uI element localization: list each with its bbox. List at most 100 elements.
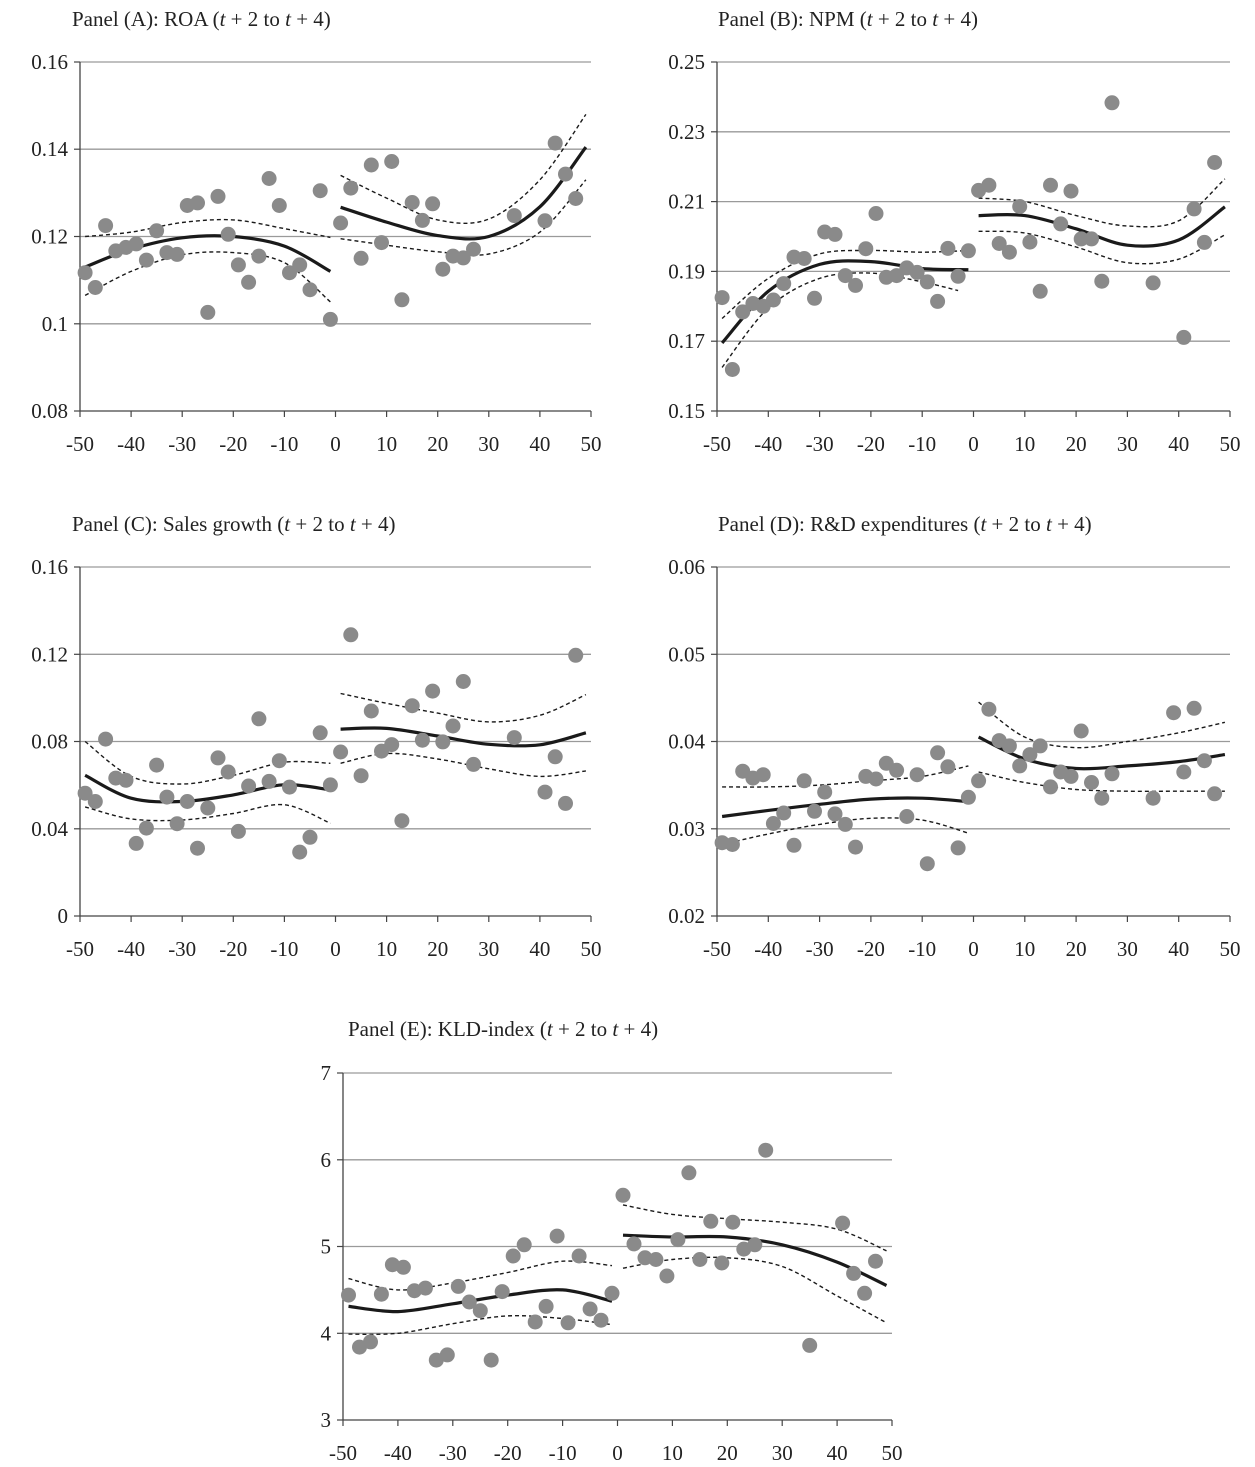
data-point — [220, 226, 236, 242]
data-point — [981, 701, 997, 717]
data-point — [516, 1237, 532, 1253]
x-tick-label: 0 — [612, 1441, 623, 1465]
data-point — [374, 235, 389, 251]
data-point — [1094, 273, 1110, 289]
data-point — [435, 734, 451, 750]
y-tick-label: 6 — [321, 1148, 332, 1172]
data-point — [384, 154, 400, 169]
y-tick-label: 0.12 — [31, 225, 68, 249]
data-point — [659, 1268, 675, 1284]
data-point — [210, 188, 226, 204]
data-point — [159, 789, 175, 805]
x-tick-label: 30 — [772, 1441, 793, 1465]
x-tick-label: -50 — [703, 432, 731, 456]
data-point — [450, 1278, 466, 1294]
data-point — [547, 135, 563, 151]
data-point — [950, 840, 966, 856]
data-point — [322, 777, 338, 793]
x-tick-label: -50 — [66, 432, 94, 456]
panel-title-part: t — [220, 7, 227, 31]
ci-lower-left — [84, 803, 331, 824]
data-point — [817, 784, 833, 800]
x-tick-label: 50 — [882, 1441, 903, 1465]
data-point — [724, 362, 740, 377]
data-point — [472, 1303, 488, 1319]
x-tick-label: -10 — [270, 937, 298, 961]
data-point — [858, 241, 874, 257]
data-point — [1145, 275, 1161, 291]
x-tick-label: 10 — [1014, 432, 1035, 456]
data-point — [1196, 234, 1212, 250]
x-tick-label: 10 — [662, 1441, 683, 1465]
data-point — [363, 157, 379, 173]
panel-title-part: + 4) — [938, 7, 978, 31]
x-tick-label: -30 — [806, 432, 834, 456]
data-point — [1186, 201, 1202, 217]
y-tick-label: 0.04 — [31, 817, 68, 841]
data-point — [1073, 231, 1089, 247]
data-point — [991, 236, 1007, 251]
y-tick-label: 0.08 — [31, 730, 68, 754]
fit-line-right — [978, 205, 1226, 248]
y-tick-label: 0.15 — [668, 399, 705, 423]
data-point — [807, 803, 822, 819]
data-point — [261, 171, 277, 186]
y-tick-label: 0.25 — [668, 50, 705, 74]
data-point — [1032, 738, 1048, 754]
x-tick-label: -20 — [857, 432, 885, 456]
data-point — [251, 711, 267, 727]
data-point — [271, 198, 287, 213]
panel-title-part: Panel (B): NPM ( — [718, 7, 867, 31]
data-point — [735, 304, 751, 320]
data-point — [1073, 723, 1089, 739]
panel-title-part: t — [612, 1017, 619, 1041]
data-point — [724, 837, 740, 852]
x-tick-label: 50 — [1220, 432, 1241, 456]
data-point — [271, 753, 287, 769]
data-point — [899, 809, 915, 824]
x-tick-label: 0 — [968, 937, 979, 961]
panel-title-part: Panel (A): ROA ( — [72, 7, 220, 31]
data-point — [118, 772, 134, 788]
data-point — [837, 268, 853, 284]
data-point — [1032, 283, 1048, 299]
ci-lower-left — [721, 817, 969, 846]
panel-a-roa: Panel (A): ROA (t + 2 to t + 4)0.080.10.… — [31, 7, 601, 456]
ci-upper-right — [622, 1204, 887, 1252]
data-point — [1053, 216, 1069, 232]
data-point — [648, 1252, 664, 1267]
fit-line-right — [977, 735, 1226, 771]
data-point — [190, 840, 205, 856]
panel-title: Panel (E): KLD-index (t + 2 to t + 4) — [348, 1017, 658, 1041]
data-point — [230, 257, 246, 273]
x-tick-label: -30 — [806, 937, 834, 961]
x-tick-label: 10 — [376, 432, 397, 456]
x-tick-label: -50 — [66, 937, 94, 961]
panel-title-part: Panel (E): KLD-index ( — [348, 1017, 547, 1041]
data-point — [200, 800, 216, 816]
ci-lower-right — [978, 230, 1226, 265]
ci-lower-right — [978, 771, 1225, 793]
data-point — [322, 311, 338, 327]
data-point — [835, 1215, 851, 1231]
data-point — [692, 1252, 708, 1267]
data-point — [714, 290, 730, 306]
data-point — [466, 756, 481, 772]
data-point — [1196, 753, 1212, 769]
data-point — [615, 1187, 631, 1203]
data-point — [77, 785, 93, 801]
data-point — [681, 1165, 697, 1181]
x-tick-label: -10 — [270, 432, 298, 456]
ci-upper-left — [721, 249, 969, 320]
panel-title: Panel (C): Sales growth (t + 2 to t + 4) — [72, 512, 396, 536]
data-point — [445, 718, 461, 734]
x-tick-label: -50 — [703, 937, 731, 961]
x-tick-label: -20 — [219, 432, 247, 456]
y-tick-label: 0.06 — [668, 555, 705, 579]
data-point — [230, 823, 246, 839]
data-point — [971, 773, 987, 789]
panel-title-part: + 2 to — [290, 512, 350, 536]
data-point — [1104, 766, 1120, 782]
x-tick-label: -10 — [908, 937, 936, 961]
x-tick-label: -30 — [439, 1441, 467, 1465]
